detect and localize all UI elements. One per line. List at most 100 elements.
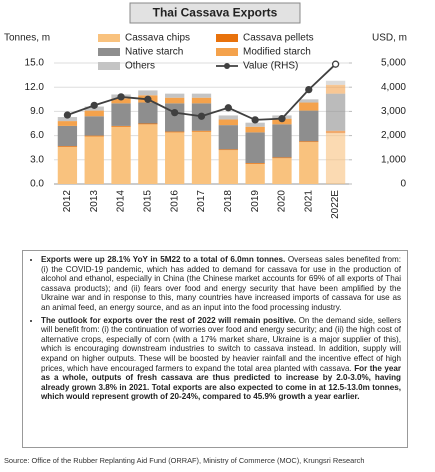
x-tick-label: 2019: [250, 190, 261, 213]
x-tick-label: 2017: [196, 190, 207, 213]
bar-segment: [57, 121, 78, 126]
bar-segment: [84, 136, 104, 184]
bullet: The outlook for exports over the rest of…: [41, 316, 401, 402]
x-tick-label: 2016: [169, 190, 180, 213]
y2-tick-label: 1,000: [381, 154, 406, 165]
bar-segment: [111, 126, 131, 184]
bar-segment: [218, 115, 238, 120]
legend-label: Cassava pellets: [243, 33, 314, 44]
bar-segment: [84, 116, 104, 136]
value-marker: [305, 85, 313, 94]
bar-segment: [84, 135, 104, 137]
bar-segment: [138, 90, 158, 96]
y2-tick-label: 5,000: [381, 58, 406, 69]
title-box: [129, 2, 301, 24]
bar-segment: [325, 84, 346, 94]
source: Source: Office of the Rubber Replanting …: [4, 456, 365, 465]
y-tick-label: 6.0: [30, 130, 44, 141]
bar-segment: [191, 93, 212, 98]
bar-segment: [57, 146, 78, 184]
bar-segment: [165, 97, 185, 104]
legend-swatch: [98, 62, 120, 70]
bar-segment: [165, 132, 185, 184]
bar-segment: [299, 141, 319, 143]
legend-swatch: [216, 34, 238, 42]
bar-segment: [325, 133, 346, 184]
legend-label: Others: [125, 61, 155, 72]
bar-segment: [218, 125, 238, 150]
bar-segment: [191, 97, 212, 104]
legend-label: Value (RHS): [243, 61, 298, 72]
x-tick-label: 2012: [62, 190, 73, 213]
legend-swatch: [98, 34, 120, 42]
text-box: Exports were up 28.1% YoY in 5M22 to a t…: [22, 250, 408, 448]
bar-segment: [84, 110, 104, 117]
legend-label: Cassava chips: [125, 33, 190, 44]
bar-segment: [111, 103, 131, 126]
bar-segment: [245, 163, 265, 164]
bullet-body: Overseas sales benefited from: (i) the C…: [41, 255, 401, 312]
bar-segment: [218, 119, 238, 126]
bar-segment: [218, 149, 238, 151]
bar-segment: [111, 98, 131, 104]
bar-segment: [325, 93, 346, 131]
bar-segment: [57, 125, 78, 147]
bar-segment: [57, 117, 78, 122]
y2-tick-label: 3,000: [381, 106, 406, 117]
bar-segment: [272, 124, 292, 158]
bar-segment: [272, 158, 292, 184]
y-tick-label: 9.0: [30, 106, 44, 117]
x-tick-label: 2013: [89, 190, 100, 213]
y-tick-label: 12.0: [25, 82, 45, 93]
value-marker: [278, 115, 286, 123]
value-marker: [224, 104, 232, 112]
x-tick-label: 2015: [143, 190, 154, 213]
legend-swatch: [98, 48, 120, 56]
bullet-closing: For the year as a whole, outputs of fres…: [41, 363, 401, 402]
bar-segment: [325, 130, 346, 134]
bar-segment: [165, 103, 185, 132]
bar-segment: [299, 110, 319, 142]
bar-segment: [191, 130, 212, 132]
x-tick-label: 2020: [277, 190, 288, 213]
bar-segment: [245, 122, 265, 127]
bar-segment: [138, 102, 158, 124]
y-tick-label: 15.0: [25, 58, 45, 69]
value-marker: [90, 101, 98, 109]
x-tick-label: 2018: [223, 190, 234, 213]
y-tick-label: 3.0: [30, 154, 44, 165]
y2-tick-label: 0: [400, 179, 406, 190]
bar-segment: [138, 123, 158, 125]
bar-segment: [325, 80, 346, 85]
chart: Thai Cassava Exports Tonnes, m USD, m 0.…: [4, 2, 407, 219]
y-tick-label: 0.0: [30, 179, 44, 190]
bar-segment: [165, 131, 185, 133]
y2-axis-title: USD, m: [372, 33, 407, 44]
bar-segment: [299, 142, 319, 184]
bar-segment: [57, 146, 78, 147]
bullet-lead: The outlook for exports over the rest of…: [41, 315, 296, 325]
bar-segment: [191, 131, 212, 184]
value-marker: [117, 93, 125, 101]
legend-label: Native starch: [125, 47, 183, 58]
x-tick-label: 2014: [116, 190, 127, 213]
value-marker: [63, 111, 72, 119]
x-tick-label: 2021: [303, 190, 314, 213]
bullet: Exports were up 28.1% YoY in 5M22 to a t…: [41, 255, 401, 313]
value-marker: [144, 95, 152, 103]
bar-segment: [299, 99, 319, 103]
y-axis-title: Tonnes, m: [4, 33, 50, 44]
bar-segment: [245, 163, 265, 184]
y2-tick-label: 2,000: [381, 130, 406, 141]
value-marker: [171, 108, 179, 117]
bar-segment: [218, 150, 238, 184]
legend-swatch: [216, 48, 238, 56]
bar-segment: [138, 124, 158, 184]
legend-label: Modified starch: [243, 47, 311, 58]
bullet-lead: Exports were up 28.1% YoY in 5M22 to a t…: [41, 255, 286, 264]
x-tick-label: 2022E: [330, 190, 341, 219]
value-marker: [197, 112, 206, 120]
bar-segment: [111, 125, 131, 127]
bar-segment: [245, 126, 265, 133]
